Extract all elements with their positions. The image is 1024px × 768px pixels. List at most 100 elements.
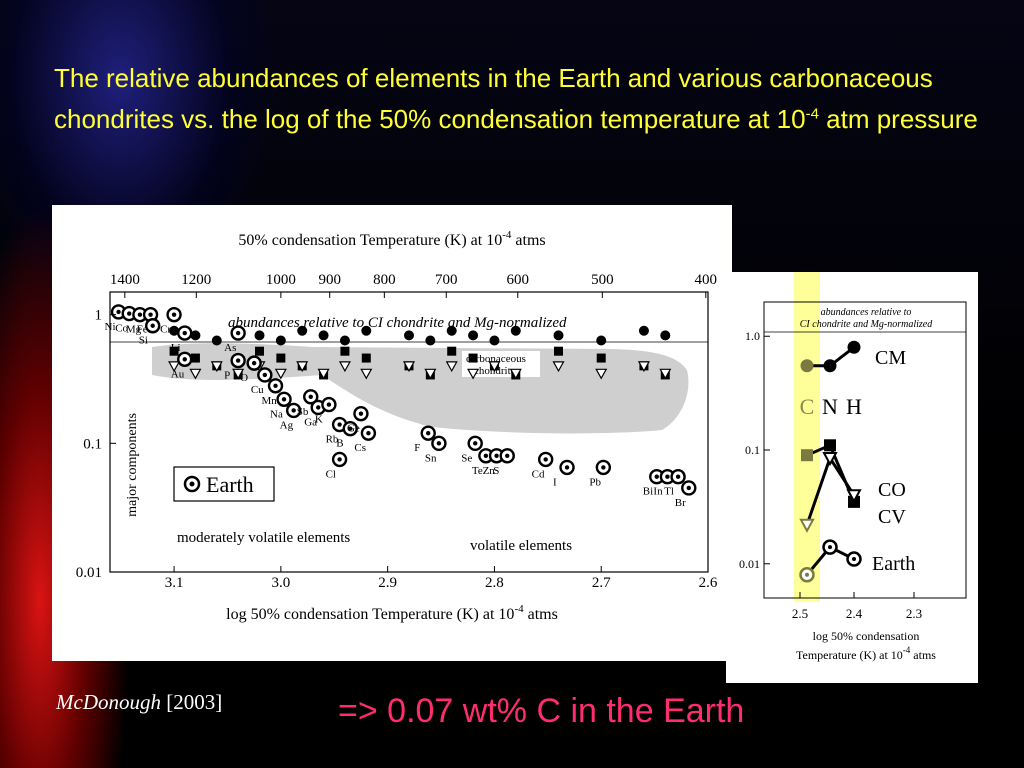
element-label: Ge bbox=[347, 423, 360, 435]
title-end: atm pressure bbox=[818, 104, 978, 134]
main-chart-panel: 50% condensation Temperature (K) at 10-4… bbox=[52, 205, 732, 661]
element-label: Mg bbox=[126, 324, 142, 336]
earth-point-dot bbox=[348, 426, 353, 431]
cv-point bbox=[402, 361, 416, 373]
side-y-tick-label: 0.1 bbox=[745, 443, 760, 457]
cm-point bbox=[553, 330, 564, 341]
co-point bbox=[554, 346, 563, 356]
series-marker bbox=[801, 449, 813, 462]
cm-point bbox=[190, 330, 201, 341]
element-label: I bbox=[553, 476, 557, 488]
citation: McDonough [2003] bbox=[56, 690, 222, 715]
element-label: Ga bbox=[304, 416, 317, 428]
cm-point bbox=[169, 325, 180, 336]
element-label: Cu bbox=[251, 384, 264, 396]
y-tick-label: 0.01 bbox=[76, 565, 102, 581]
side-annotation-2: CI chondrite and Mg-normalized bbox=[800, 319, 933, 330]
earth-point-dot bbox=[564, 465, 570, 470]
legend-marker-dot bbox=[189, 481, 195, 487]
top-tick-label: 800 bbox=[373, 272, 396, 288]
element-label: Rb bbox=[326, 434, 339, 446]
main-chart: 50% condensation Temperature (K) at 10-4… bbox=[76, 229, 718, 623]
co-point bbox=[255, 346, 264, 356]
side-y-tick-label: 1.0 bbox=[745, 329, 760, 343]
element-label: Fe bbox=[137, 324, 148, 336]
earth-point-dot bbox=[182, 330, 187, 336]
element-label: Li bbox=[171, 342, 181, 354]
cv-point bbox=[467, 368, 480, 380]
x-tick-label: 2.8 bbox=[485, 575, 504, 591]
earth-point-dot bbox=[366, 430, 371, 436]
y-tick-label: 0.1 bbox=[83, 436, 102, 452]
earth-point-dot bbox=[665, 474, 670, 479]
earth-point-dot bbox=[426, 430, 431, 436]
earth-point-dot bbox=[262, 372, 268, 378]
x-tick-label: 3.1 bbox=[165, 575, 184, 591]
earth-point-dot bbox=[150, 323, 155, 328]
element-label: Tl bbox=[664, 486, 674, 498]
cv-point bbox=[659, 368, 672, 380]
co-point bbox=[276, 353, 286, 363]
side-series bbox=[799, 340, 862, 583]
x-tick-label: 2.6 bbox=[699, 575, 718, 591]
series-marker-dot bbox=[852, 557, 856, 562]
series-marker bbox=[822, 452, 838, 467]
series-marker bbox=[799, 518, 815, 533]
y-axis-label: major components bbox=[125, 413, 140, 517]
series-label-cv: CV bbox=[878, 506, 906, 528]
earth-point-dot bbox=[483, 453, 489, 458]
earth-point-dot bbox=[182, 357, 187, 362]
cm-point bbox=[211, 335, 222, 346]
top-tick-label: 600 bbox=[507, 272, 529, 288]
co-point bbox=[596, 353, 606, 363]
earth-point-dot bbox=[148, 312, 153, 317]
y-tick-label: 1 bbox=[95, 308, 103, 324]
cm-point bbox=[510, 325, 521, 336]
series-marker-dot bbox=[828, 545, 832, 550]
series-marker bbox=[800, 359, 814, 373]
element-label: Cs bbox=[354, 442, 366, 454]
legend-label: Earth bbox=[206, 472, 254, 497]
side-chart: abundances relative to CI chondrite and … bbox=[739, 272, 967, 662]
earth-point-dot bbox=[358, 411, 364, 416]
series-marker bbox=[824, 439, 836, 452]
co-point bbox=[190, 353, 200, 363]
earth-point-dot bbox=[281, 397, 287, 402]
element-label: Cl bbox=[326, 468, 336, 480]
element-label: Co bbox=[115, 323, 128, 335]
cv-point bbox=[424, 368, 437, 380]
element-label: Sb bbox=[297, 406, 309, 418]
slide-title: The relative abundances of elements in t… bbox=[54, 58, 1004, 140]
element-label: Bi bbox=[643, 486, 653, 498]
top-axis-ticks: 1400 1200 1000 900 800 700 600 500 400 bbox=[110, 272, 717, 298]
earth-point-dot bbox=[654, 474, 659, 479]
x-axis-ticks: 3.1 3.0 2.9 2.8 2.7 2.6 bbox=[165, 566, 718, 591]
element-category-label: H bbox=[846, 394, 862, 419]
conclusion-text: => 0.07 wt% C in the Earth bbox=[338, 692, 745, 730]
element-label: S bbox=[493, 465, 499, 477]
cv-point bbox=[509, 368, 522, 380]
element-category-label: C bbox=[800, 394, 815, 419]
series-label-co: CO bbox=[878, 479, 906, 501]
side-chart-panel: abundances relative to CI chondrite and … bbox=[726, 272, 978, 683]
top-tick-label: 900 bbox=[318, 272, 341, 288]
top-axis-label: 50% condensation Temperature (K) at 10-4… bbox=[238, 229, 545, 249]
co-point bbox=[447, 346, 457, 356]
chondrite-band bbox=[152, 343, 689, 434]
cm-point bbox=[489, 335, 500, 346]
cm-point bbox=[660, 330, 671, 341]
chondrite-points bbox=[168, 325, 672, 380]
earth-point-dot bbox=[675, 474, 681, 479]
x-axis-label: log 50% condensation Temperature (K) at … bbox=[226, 603, 558, 623]
earth-point-dot bbox=[494, 453, 499, 458]
element-label: Ag bbox=[280, 419, 294, 431]
top-tick-label: 1000 bbox=[266, 272, 296, 288]
top-tick-label: 400 bbox=[695, 272, 718, 288]
cm-point bbox=[638, 325, 649, 336]
earth-point-dot bbox=[127, 311, 132, 316]
element-label: In bbox=[653, 486, 663, 498]
element-label: Pb bbox=[589, 476, 601, 488]
earth-point-dot bbox=[235, 330, 241, 336]
